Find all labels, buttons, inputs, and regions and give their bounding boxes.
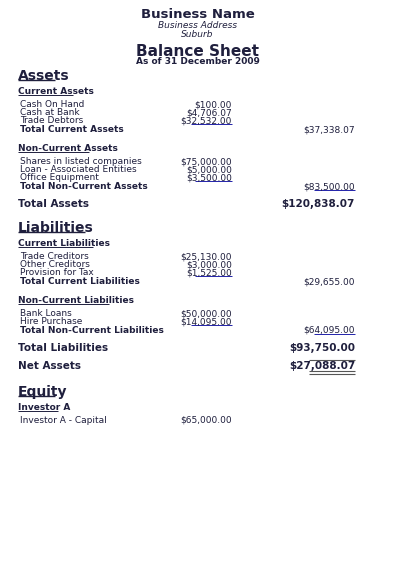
Text: Other Creditors: Other Creditors <box>20 260 90 269</box>
Text: Total Non-Current Liabilities: Total Non-Current Liabilities <box>20 326 164 335</box>
Text: $65,000.00: $65,000.00 <box>181 416 232 425</box>
Text: Bank Loans: Bank Loans <box>20 309 72 318</box>
Text: Business Name: Business Name <box>141 8 254 21</box>
Text: Investor A: Investor A <box>18 403 70 412</box>
Text: Current Assets: Current Assets <box>18 87 94 96</box>
Text: Net Assets: Net Assets <box>18 361 81 371</box>
Text: Non-Current Assets: Non-Current Assets <box>18 144 118 153</box>
Text: Business Address: Business Address <box>158 21 237 30</box>
Text: Total Current Assets: Total Current Assets <box>20 125 124 134</box>
Text: $1,525.00: $1,525.00 <box>186 268 232 277</box>
Text: $37,338.07: $37,338.07 <box>303 125 355 134</box>
Text: Trade Creditors: Trade Creditors <box>20 252 89 261</box>
Text: Cash On Hand: Cash On Hand <box>20 100 85 109</box>
Text: $27,088.07: $27,088.07 <box>289 361 355 371</box>
Text: $64,095.00: $64,095.00 <box>303 326 355 335</box>
Text: Loan - Associated Entities: Loan - Associated Entities <box>20 165 137 174</box>
Text: Provision for Tax: Provision for Tax <box>20 268 94 277</box>
Text: $29,655.00: $29,655.00 <box>303 277 355 286</box>
Text: $100.00: $100.00 <box>195 100 232 109</box>
Text: Total Assets: Total Assets <box>18 199 89 209</box>
Text: Cash at Bank: Cash at Bank <box>20 108 80 117</box>
Text: Shares in listed companies: Shares in listed companies <box>20 157 142 166</box>
Text: Balance Sheet: Balance Sheet <box>136 44 259 59</box>
Text: Total Current Liabilities: Total Current Liabilities <box>20 277 140 286</box>
Text: $75,000.00: $75,000.00 <box>181 157 232 166</box>
Text: $3,500.00: $3,500.00 <box>186 173 232 182</box>
Text: Current Liabilities: Current Liabilities <box>18 239 110 248</box>
Text: $25,130.00: $25,130.00 <box>181 252 232 261</box>
Text: As of 31 December 2009: As of 31 December 2009 <box>135 57 260 66</box>
Text: $83,500.00: $83,500.00 <box>303 182 355 191</box>
Text: $4,706.07: $4,706.07 <box>186 108 232 117</box>
Text: Liabilities: Liabilities <box>18 221 94 235</box>
Text: Trade Debtors: Trade Debtors <box>20 116 83 125</box>
Text: Assets: Assets <box>18 69 70 83</box>
Text: Suburb: Suburb <box>181 30 214 39</box>
Text: $3,000.00: $3,000.00 <box>186 260 232 269</box>
Text: $5,000.00: $5,000.00 <box>186 165 232 174</box>
Text: Total Non-Current Assets: Total Non-Current Assets <box>20 182 148 191</box>
Text: Hire Purchase: Hire Purchase <box>20 317 83 326</box>
Text: $50,000.00: $50,000.00 <box>181 309 232 318</box>
Text: $32,532.00: $32,532.00 <box>181 116 232 125</box>
Text: Office Equipment: Office Equipment <box>20 173 99 182</box>
Text: Non-Current Liabilities: Non-Current Liabilities <box>18 296 134 305</box>
Text: Total Liabilities: Total Liabilities <box>18 343 108 353</box>
Text: Investor A - Capital: Investor A - Capital <box>20 416 107 425</box>
Text: $14,095.00: $14,095.00 <box>181 317 232 326</box>
Text: $120,838.07: $120,838.07 <box>282 199 355 209</box>
Text: $93,750.00: $93,750.00 <box>289 343 355 353</box>
Text: Equity: Equity <box>18 385 68 399</box>
